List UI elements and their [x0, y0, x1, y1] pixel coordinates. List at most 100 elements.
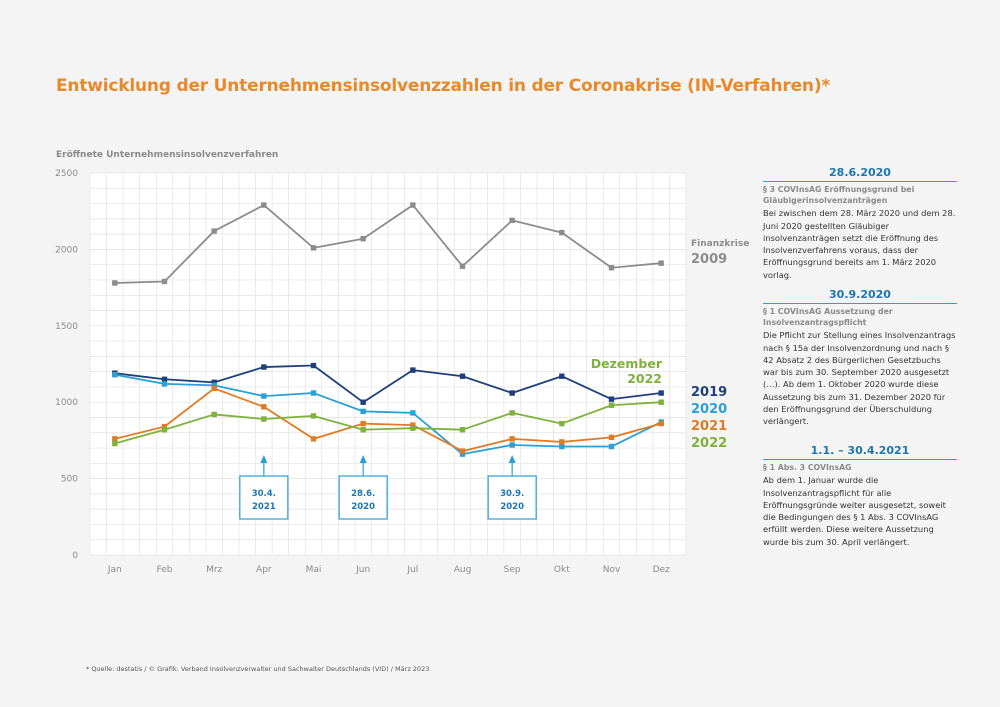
source-footnote: * Quelle: destatis / © Grafik: Verband I…	[86, 665, 430, 673]
series-label-2019: 2019	[691, 385, 727, 400]
page-title: Entwicklung der Unternehmensinsolvenzzah…	[56, 76, 831, 96]
data-point	[559, 420, 565, 427]
data-point	[360, 399, 366, 405]
x-tick-label: Feb	[157, 565, 173, 575]
data-point	[658, 260, 664, 266]
series-label-2009: 2009	[691, 252, 727, 267]
y-tick-label: 500	[61, 475, 78, 485]
marker-date: 28.6.	[351, 489, 375, 499]
data-point	[261, 393, 267, 399]
data-point	[509, 217, 515, 224]
data-point	[459, 451, 466, 457]
data-point	[261, 364, 267, 370]
data-point	[459, 427, 466, 433]
data-point	[509, 436, 515, 442]
y-axis-label: Eröffnete Unternehmensinsolvenzverfahren	[56, 150, 279, 160]
x-tick-label: Jun	[355, 565, 370, 575]
x-tick-label: Dez	[653, 565, 670, 575]
data-point	[559, 439, 565, 445]
note-subtitle: § 3 COVInsAG Eröffnungsgrund bei Gläubig…	[763, 185, 915, 206]
note-block-2: 30.9.2020 § 1 COVInsAG Aussetzung der In…	[763, 288, 957, 428]
note-subtitle: § 1 Abs. 3 COVInsAG	[763, 463, 852, 473]
y-tick-label: 1500	[55, 322, 78, 332]
data-point	[261, 202, 267, 208]
series-label-2022: 2022	[691, 436, 727, 451]
data-point	[211, 385, 217, 392]
data-point	[112, 436, 118, 442]
data-point	[658, 390, 664, 396]
marker-year: 2020	[500, 502, 524, 512]
data-point	[211, 228, 217, 234]
data-point	[310, 390, 317, 396]
x-tick-label: Jan	[107, 565, 122, 575]
x-tick-label: Nov	[603, 565, 621, 575]
series-line	[114, 364, 662, 404]
data-point	[360, 427, 366, 433]
note-date: 30.9.2020	[763, 288, 957, 305]
data-point	[608, 443, 615, 450]
data-point	[161, 278, 168, 285]
data-point	[211, 379, 217, 386]
data-point	[509, 390, 515, 396]
data-point	[608, 402, 615, 408]
data-point	[559, 229, 565, 236]
data-point	[509, 410, 515, 416]
y-tick-label: 2000	[55, 245, 78, 255]
data-point	[112, 440, 118, 447]
x-tick-label: Mrz	[206, 565, 222, 575]
note-body: Die Pflicht zur Stellung eines Insolvenz…	[763, 330, 956, 427]
series-line	[114, 387, 662, 452]
series-line	[114, 204, 662, 284]
marker-date: 30.9.	[500, 489, 524, 499]
y-tick-label: 2500	[55, 169, 78, 179]
marker-year: 2021	[252, 502, 276, 512]
data-point	[608, 434, 615, 441]
data-point	[360, 236, 366, 242]
note-subtitle: § 1 COVInsAG Aussetzung der Insolvenzant…	[763, 307, 893, 328]
x-tick-label: Apr	[256, 565, 272, 575]
marker-box	[239, 475, 289, 520]
data-point	[310, 413, 317, 419]
data-point	[261, 416, 267, 422]
data-point	[310, 436, 317, 442]
series-line	[114, 373, 662, 456]
data-point	[211, 382, 217, 389]
series-label-2020: 2020	[691, 402, 727, 417]
data-point	[161, 427, 168, 433]
data-point	[608, 396, 615, 402]
data-point	[211, 411, 217, 418]
marker-year: 2020	[351, 502, 375, 512]
data-point	[112, 280, 118, 286]
series-label-2021: 2021	[691, 419, 727, 434]
data-point	[559, 443, 565, 450]
marker-arrow-head	[260, 455, 268, 463]
note-body: Ab dem 1. Januar wurde die Insolvenzantr…	[763, 475, 946, 547]
data-point	[459, 448, 466, 454]
marker-date: 30.4.	[252, 489, 276, 499]
x-tick-label: Mai	[306, 565, 322, 575]
marker-arrow-head	[508, 455, 516, 463]
note-date: 28.6.2020	[763, 166, 957, 183]
data-point	[360, 408, 366, 415]
data-point	[310, 245, 317, 251]
x-tick-label: Jul	[406, 565, 418, 575]
data-point	[658, 399, 664, 405]
data-point	[310, 362, 317, 369]
data-point	[161, 381, 168, 387]
data-point	[161, 423, 168, 430]
note-date: 1.1. – 30.4.2021	[763, 444, 957, 461]
data-point	[410, 367, 416, 373]
data-point	[410, 425, 416, 431]
y-tick-label: 0	[72, 551, 78, 561]
marker-arrow-head	[359, 455, 367, 463]
note-block-3: 1.1. – 30.4.2021 § 1 Abs. 3 COVInsAG Ab …	[763, 444, 957, 548]
data-point	[112, 371, 118, 378]
data-point	[161, 376, 168, 382]
marker-box	[487, 475, 537, 520]
x-tick-label: Okt	[554, 565, 570, 575]
data-point	[261, 404, 267, 410]
note-body: Bei zwischen dem 28. März 2020 und dem 2…	[763, 208, 956, 280]
data-point	[410, 422, 416, 428]
data-point	[459, 263, 466, 269]
